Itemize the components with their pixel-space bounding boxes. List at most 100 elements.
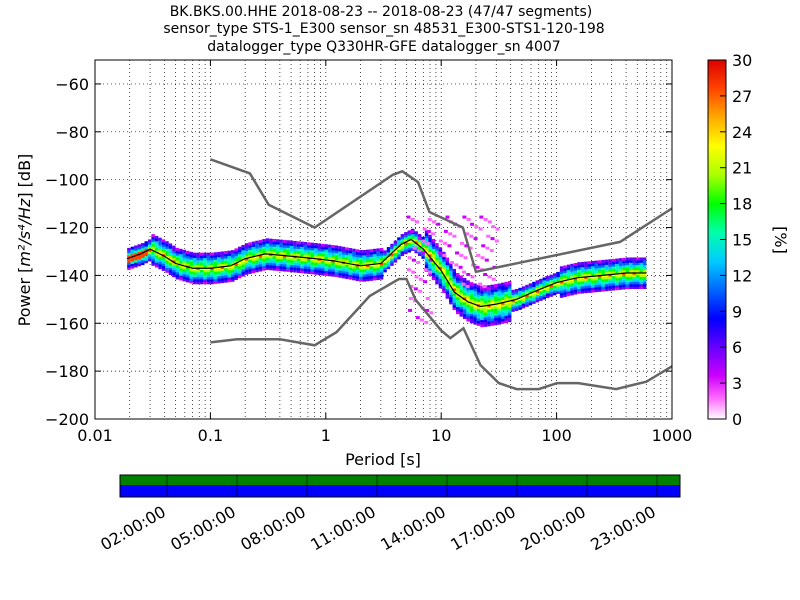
heatmap-cell xyxy=(192,274,197,278)
heatmap-cell xyxy=(393,257,398,261)
title-line-2: sensor_type STS-1_E300 sensor_sn 48531_E… xyxy=(163,21,604,37)
heatmap-cell xyxy=(210,255,214,258)
heatmap-cell xyxy=(480,297,484,301)
heatmap-cell xyxy=(165,250,169,254)
heatmap-cell xyxy=(514,291,519,295)
heatmap-cell xyxy=(393,240,398,244)
heatmap-cell xyxy=(435,245,439,249)
heatmap-cell xyxy=(525,287,529,291)
heatmap-cell xyxy=(231,250,235,254)
heatmap-cell xyxy=(584,278,588,282)
heatmap-cell xyxy=(435,267,439,270)
heatmap-cell xyxy=(244,259,249,263)
heatmap-cell xyxy=(317,267,322,271)
y-tick-label: −100 xyxy=(45,171,89,190)
heatmap-cell xyxy=(542,291,547,295)
heatmap-cell xyxy=(234,255,238,259)
heatmap-cell xyxy=(556,288,560,292)
heatmap-cell xyxy=(608,268,612,272)
heatmap-cell xyxy=(452,271,457,275)
heatmap-cell xyxy=(334,271,339,275)
heatmap-cell xyxy=(573,272,578,276)
heatmap-cell xyxy=(331,252,335,256)
heatmap-cell xyxy=(549,286,553,290)
heatmap-cell xyxy=(404,246,408,250)
heatmap-cell xyxy=(130,265,135,269)
heatmap-cell xyxy=(234,248,238,252)
heatmap-cell xyxy=(615,265,619,269)
heatmap-cell xyxy=(462,313,467,317)
heatmap-cell xyxy=(459,304,463,308)
heatmap-cell xyxy=(168,269,173,273)
heatmap-cell xyxy=(552,285,557,289)
heatmap-cell xyxy=(224,274,228,278)
heatmap-cell xyxy=(507,297,512,301)
heatmap-cell xyxy=(234,262,238,266)
heatmap-cell xyxy=(483,324,488,327)
heatmap-outlier-cell xyxy=(460,241,465,245)
heatmap-cell xyxy=(231,271,235,275)
heatmap-outlier-cell xyxy=(415,220,420,224)
heatmap-cell xyxy=(507,281,512,284)
heatmap-cell xyxy=(189,261,193,265)
heatmap-cell xyxy=(632,259,637,263)
heatmap-cell xyxy=(158,242,162,246)
heatmap-cell xyxy=(334,262,339,266)
heatmap-cell xyxy=(532,286,536,290)
heatmap-cell xyxy=(151,236,155,240)
heatmap-cell xyxy=(251,246,256,250)
heatmap-cell xyxy=(206,259,211,263)
heatmap-cell xyxy=(428,249,432,253)
heatmap-cell xyxy=(587,277,592,281)
heatmap-cell xyxy=(570,285,574,289)
heatmap-cell xyxy=(390,246,394,250)
heatmap-cell xyxy=(165,267,169,271)
heatmap-cell xyxy=(452,302,457,306)
heatmap-cell xyxy=(591,260,595,264)
heatmap-cell xyxy=(549,281,553,285)
heatmap-outlier-cell xyxy=(418,277,423,281)
heatmap-cell xyxy=(224,255,228,259)
heatmap-cell xyxy=(127,264,131,268)
heatmap-cell xyxy=(480,309,484,313)
heatmap-cell xyxy=(639,283,643,287)
heatmap-cell xyxy=(165,245,169,249)
heatmap-cell xyxy=(480,295,484,299)
heatmap-cell xyxy=(237,246,242,250)
heatmap-cell xyxy=(161,244,166,248)
heatmap-cell xyxy=(469,303,474,307)
heatmap-cell xyxy=(494,296,498,299)
heatmap-cell xyxy=(272,243,277,247)
y-tick-label: −200 xyxy=(45,410,89,429)
heatmap-cell xyxy=(300,241,304,245)
heatmap-cell xyxy=(411,238,415,242)
heatmap-cell xyxy=(137,249,142,252)
heatmap-cell xyxy=(244,269,249,273)
heatmap-cell xyxy=(334,255,339,258)
heatmap-cell xyxy=(272,250,277,254)
heatmap-cell xyxy=(300,258,304,262)
heatmap-cell xyxy=(466,280,470,284)
heatmap-cell xyxy=(241,261,245,265)
heatmap-cell xyxy=(307,268,311,272)
heatmap-cell xyxy=(559,275,564,279)
heatmap-cell xyxy=(570,280,574,284)
noise-model-high-line xyxy=(209,158,673,274)
heatmap-cell xyxy=(262,263,266,266)
heatmap-cell xyxy=(494,320,498,323)
heatmap-cell xyxy=(480,290,484,294)
colorbar-tick-label: 18 xyxy=(732,195,752,214)
heatmap-outlier-cell xyxy=(427,217,432,221)
heatmap-cell xyxy=(476,311,481,314)
heatmap-cell xyxy=(407,235,412,239)
heatmap-cell xyxy=(192,255,197,258)
heatmap-cell xyxy=(231,262,235,265)
heatmap-cell xyxy=(597,269,602,273)
heatmap-cell xyxy=(591,284,595,288)
heatmap-cell xyxy=(321,246,325,250)
heatmap-cell xyxy=(341,253,346,257)
heatmap-cell xyxy=(269,257,273,261)
heatmap-cell xyxy=(186,279,190,283)
heatmap-cell xyxy=(175,257,180,261)
